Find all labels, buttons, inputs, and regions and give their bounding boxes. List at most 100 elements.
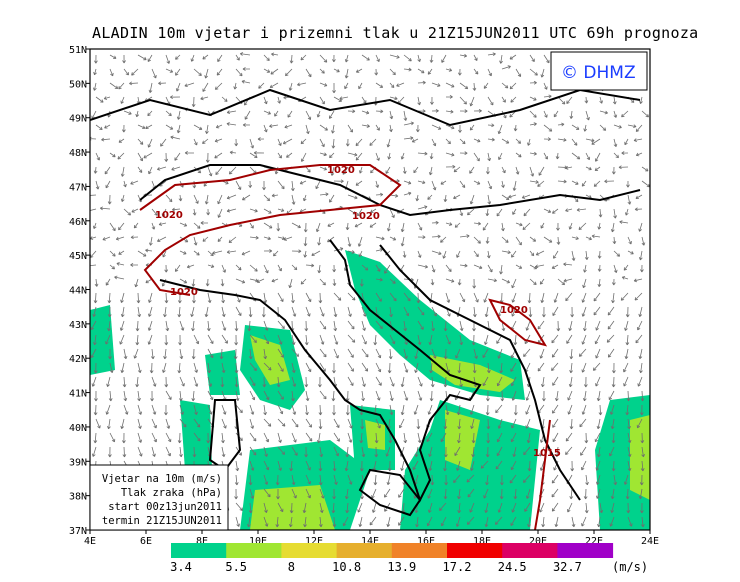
wind-arrow [332, 460, 337, 472]
wind-arrow [375, 54, 380, 63]
wind-arrow [638, 488, 643, 500]
wind-arrow [539, 348, 545, 359]
wind-arrow [431, 124, 442, 130]
wind-arrow [385, 166, 391, 174]
wind-arrow [607, 306, 615, 316]
wind-arrow [151, 432, 158, 443]
wind-arrow [387, 152, 392, 160]
wind-arrow [556, 236, 561, 245]
wind-arrow [299, 180, 307, 185]
wind-arrow [319, 306, 325, 317]
wind-arrow [191, 320, 195, 332]
wind-arrow [179, 404, 184, 415]
wind-arrow [357, 502, 363, 513]
wind-arrow [501, 194, 510, 201]
wind-arrow [333, 432, 340, 442]
wind-arrow [375, 82, 384, 88]
wind-arrow [95, 152, 101, 161]
wind-arrow [552, 432, 559, 443]
wind-arrow [459, 320, 464, 332]
wind-arrow [332, 404, 336, 416]
wind-arrow [137, 152, 144, 162]
wind-arrow [137, 250, 147, 257]
wind-arrow [305, 124, 310, 135]
wind-arrow [429, 362, 433, 374]
wind-arrow [92, 222, 97, 229]
wind-arrow [557, 96, 566, 105]
wind-arrow [99, 206, 111, 211]
wind-arrow [529, 180, 539, 184]
wind-arrow [215, 124, 223, 129]
wind-arrow [578, 348, 587, 357]
wind-arrow [612, 96, 617, 105]
wind-arrow [93, 292, 98, 304]
wind-arrow [583, 488, 588, 500]
wind-arrow [526, 432, 531, 444]
wind-arrow [636, 418, 643, 429]
wind-arrow [247, 320, 252, 332]
wind-arrow [555, 446, 559, 458]
wind-arrow [347, 376, 354, 386]
wind-arrow [599, 124, 607, 131]
wind-arrow [291, 264, 298, 271]
wind-arrow [501, 222, 505, 232]
wind-arrow [263, 110, 271, 115]
wind-arrow [428, 460, 433, 472]
wind-arrow [137, 124, 146, 130]
wind-arrow [571, 236, 579, 240]
wind-arrow [466, 474, 475, 483]
wind-arrow [501, 180, 505, 188]
wind-arrow [553, 110, 559, 118]
wind-arrow [413, 166, 419, 174]
isobar-1015 [534, 419, 551, 530]
wind-arrow [585, 138, 595, 143]
wind-arrow [508, 194, 517, 199]
wind-arrow [557, 122, 565, 127]
wind-arrow [568, 320, 573, 332]
colorbar-swatch [281, 543, 338, 558]
wind-arrow [205, 278, 210, 287]
wind-arrow [375, 362, 382, 373]
wind-arrow [580, 460, 587, 471]
wind-arrow [263, 292, 268, 304]
wind-arrow [609, 516, 615, 527]
wind-arrow [496, 208, 503, 217]
wind-arrow [641, 446, 645, 458]
wind-arrow [248, 180, 253, 188]
wind-arrow [358, 166, 363, 174]
wind-arrow [178, 334, 182, 346]
wind-arrow [347, 208, 357, 215]
wind-arrow [263, 236, 271, 241]
wind-arrow [607, 320, 615, 330]
wind-arrow [473, 180, 481, 185]
wind-arrow [119, 320, 125, 331]
wind-arrow [104, 166, 111, 175]
wind-arrow [529, 54, 535, 63]
wind-arrow [176, 124, 181, 134]
wind-arrow [417, 68, 425, 74]
wind-arrow [179, 278, 188, 284]
wind-arrow [207, 264, 215, 268]
wind-arrow [635, 334, 643, 344]
wind-arrow [215, 166, 223, 176]
wind-arrow [319, 124, 328, 131]
wind-arrow [206, 432, 211, 444]
wind-arrow [235, 460, 240, 472]
wind-arrow [117, 152, 125, 160]
wind-arrow [415, 124, 420, 133]
wind-arrow [355, 180, 363, 186]
wind-arrow [485, 474, 489, 486]
wind-arrow [221, 432, 225, 444]
wind-arrow [389, 236, 397, 241]
wind-arrow [627, 432, 632, 444]
wind-arrow [579, 418, 587, 428]
wind-arrow [165, 418, 171, 429]
wind-arrow [402, 250, 407, 258]
wind-arrow [595, 320, 601, 331]
sicily-coast [358, 468, 422, 517]
wind-arrow [289, 460, 294, 472]
wind-arrow [108, 348, 112, 360]
wind-arrow [597, 250, 602, 259]
wind-arrow [487, 278, 497, 283]
wind-arrow [345, 138, 350, 147]
